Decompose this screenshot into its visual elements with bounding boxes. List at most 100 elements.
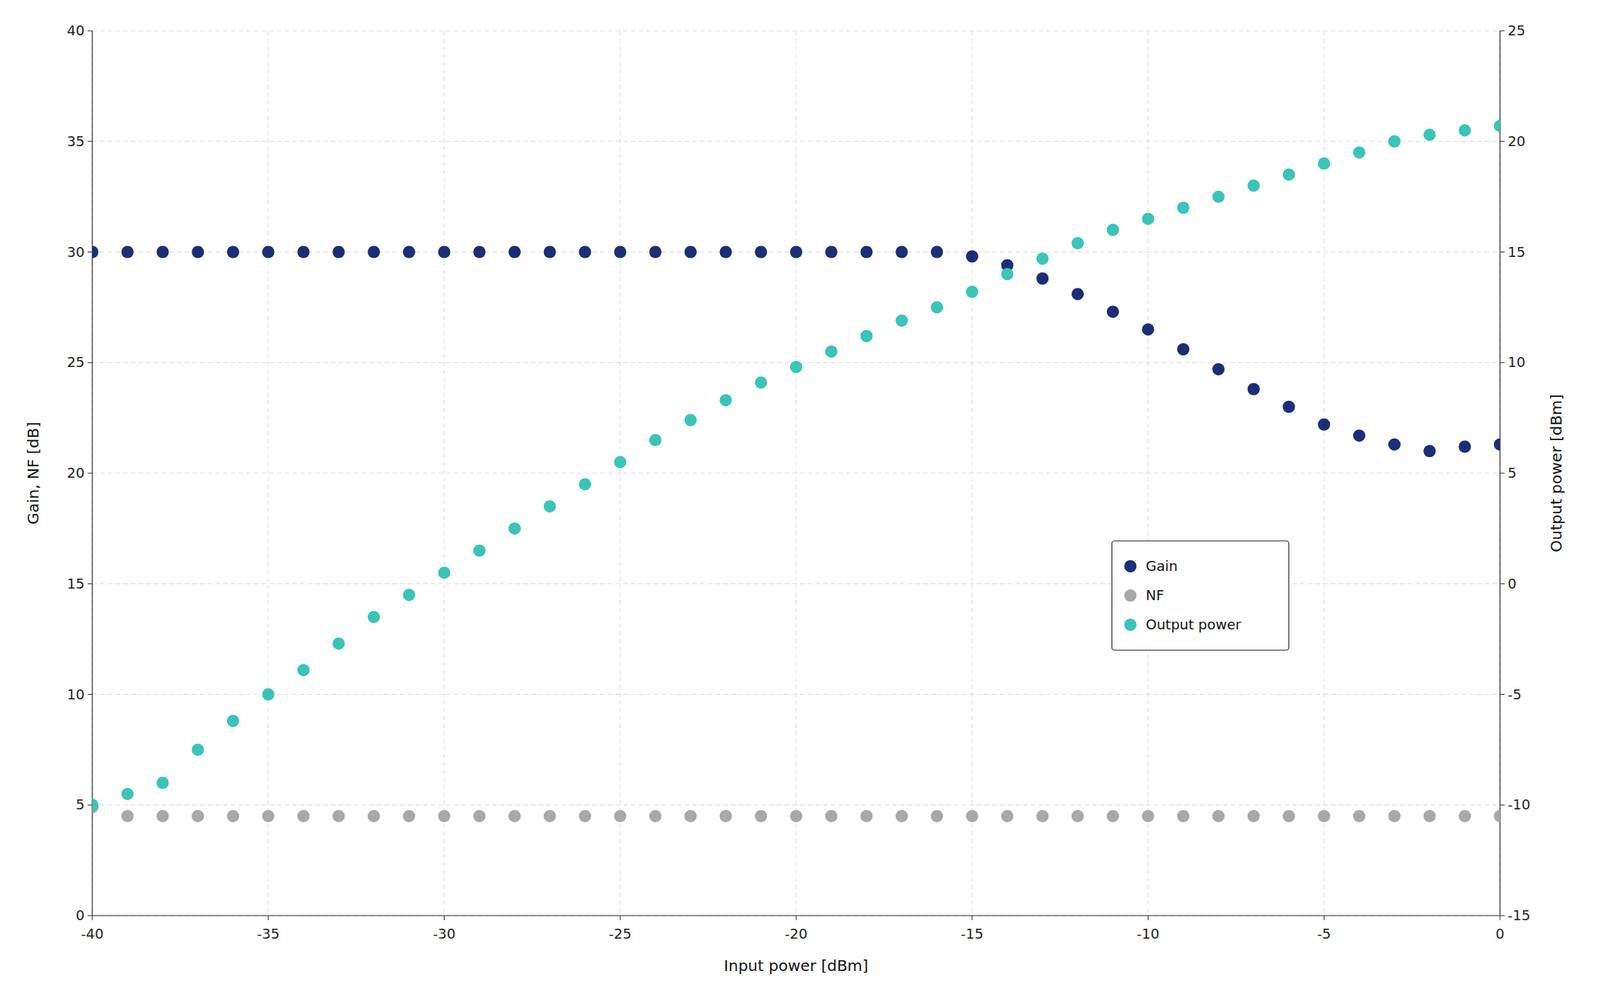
y-grid-line	[92, 30, 1500, 32]
point	[191, 743, 204, 756]
y2-tick	[1500, 140, 1505, 142]
y2-tick	[1500, 362, 1505, 364]
point	[754, 246, 767, 259]
y-tick	[87, 362, 93, 364]
point	[790, 360, 803, 374]
point	[966, 285, 979, 298]
x-tick-label: -30	[433, 925, 456, 942]
point	[966, 250, 979, 263]
point	[825, 246, 838, 259]
x-tick-label: -25	[609, 925, 632, 942]
point	[1458, 810, 1471, 823]
point	[332, 636, 345, 650]
y2-tick	[1500, 583, 1505, 584]
point	[508, 246, 521, 259]
point	[1317, 810, 1330, 823]
point	[754, 810, 767, 823]
point	[332, 246, 345, 259]
legend-marker	[1124, 618, 1137, 631]
point	[473, 246, 486, 259]
plot-area	[92, 120, 1500, 823]
y-tick-label: 5	[76, 796, 85, 813]
y-tick	[87, 804, 93, 806]
point	[579, 477, 592, 490]
y-tick	[87, 30, 93, 32]
grid	[92, 30, 1500, 916]
x-tick	[267, 915, 269, 920]
point	[1247, 810, 1260, 823]
y-tick-label: 35	[66, 133, 85, 150]
point	[297, 246, 310, 259]
point	[473, 544, 486, 557]
point	[579, 246, 592, 259]
point	[613, 456, 627, 469]
point	[367, 246, 380, 259]
point	[649, 246, 662, 259]
axes: -40-35-30-25-20-15-10-500510152025303540…	[23, 22, 1566, 975]
point	[649, 433, 662, 447]
y-grid-line	[92, 473, 1500, 474]
y-tick	[87, 251, 93, 253]
point	[1001, 810, 1014, 823]
y-grid-line	[92, 804, 1500, 806]
point	[895, 810, 908, 823]
x-tick	[1500, 915, 1501, 920]
point	[1036, 252, 1049, 265]
point	[1176, 343, 1190, 356]
point	[1423, 810, 1437, 823]
point	[1247, 383, 1260, 396]
y-tick	[87, 693, 93, 695]
point	[403, 588, 416, 601]
point	[403, 246, 416, 259]
point	[1388, 438, 1401, 451]
legend-label: Gain	[1146, 557, 1178, 574]
legend-marker	[1124, 589, 1137, 602]
point	[543, 810, 557, 823]
y-tick	[87, 140, 93, 142]
point	[297, 810, 310, 823]
point	[226, 714, 240, 727]
point	[1493, 120, 1500, 133]
y-tick	[87, 473, 93, 474]
y2-tick-label: 10	[1507, 353, 1526, 370]
point	[226, 246, 240, 259]
x-tick-label: -40	[80, 925, 104, 942]
point	[684, 246, 697, 259]
point	[191, 246, 204, 259]
x-tick	[971, 915, 973, 920]
point	[930, 246, 944, 259]
point	[1493, 438, 1500, 451]
x-tick-label: -35	[256, 925, 280, 942]
point	[930, 300, 944, 314]
x-tick	[1147, 915, 1149, 920]
point	[332, 810, 345, 823]
point	[1353, 810, 1366, 823]
y-grid-line	[92, 140, 1500, 142]
point	[930, 810, 944, 823]
x-tick	[443, 915, 445, 920]
point	[121, 810, 134, 823]
y2-tick-label: -15	[1507, 906, 1530, 924]
background	[0, 0, 1600, 1001]
point	[966, 810, 979, 823]
point	[1071, 287, 1084, 300]
point	[1106, 810, 1120, 823]
point	[720, 810, 733, 823]
y2-tick	[1500, 804, 1505, 806]
y-tick-label: 10	[66, 686, 85, 703]
point	[1353, 146, 1366, 159]
point	[1212, 810, 1225, 823]
legend-marker	[1124, 560, 1137, 573]
point	[543, 500, 557, 513]
x-grid-line	[267, 30, 269, 916]
point	[1036, 810, 1049, 823]
y-axis-label: Gain, NF [dB]	[23, 421, 43, 525]
point	[121, 787, 134, 800]
point	[1458, 440, 1471, 454]
point	[1317, 157, 1330, 170]
y-tick-label: 40	[66, 22, 85, 39]
point	[438, 810, 451, 823]
y2-tick	[1500, 915, 1505, 917]
point	[860, 246, 874, 259]
point	[191, 810, 204, 823]
